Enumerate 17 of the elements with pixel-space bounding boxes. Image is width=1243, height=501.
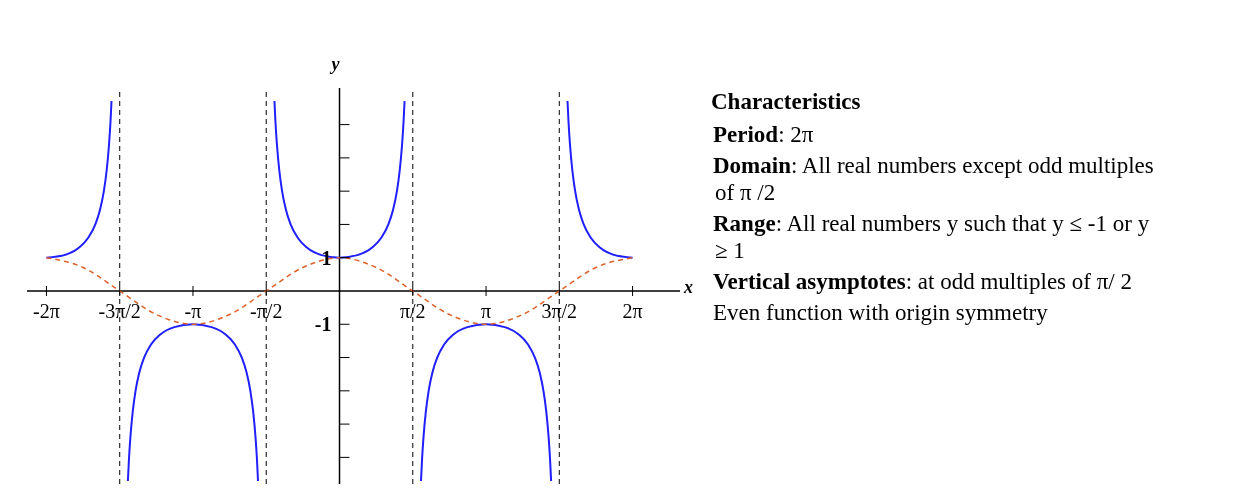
x-tick-label: 3π/2 [541,299,578,322]
x-tick-label: π [481,299,492,322]
text: Period: 2π [712,121,815,148]
text: Characteristics [711,88,862,115]
text: Vertical asymptotes: at odd multiples of π/ 2 [712,268,1133,295]
x-tick-label: -π/2 [250,299,283,322]
x-tick-label: 2π [622,299,643,322]
text: Range: All real numbers y such that y ≤ -1 or y ≥ 1 [713,211,1150,263]
text: Even function with origin symmetry [712,299,1049,326]
x-tick-label: -3π/2 [98,299,141,322]
y-axis-title: y [331,54,340,75]
text: Domain: All real numbers except odd multiples of π /2 [712,152,1155,206]
x-tick-label: -2π [33,299,60,322]
x-axis-title: x [684,276,693,298]
x-tick-label: π/2 [399,299,426,322]
x-tick-label: -π [184,299,202,322]
y-tick-label: -1 [314,313,332,336]
